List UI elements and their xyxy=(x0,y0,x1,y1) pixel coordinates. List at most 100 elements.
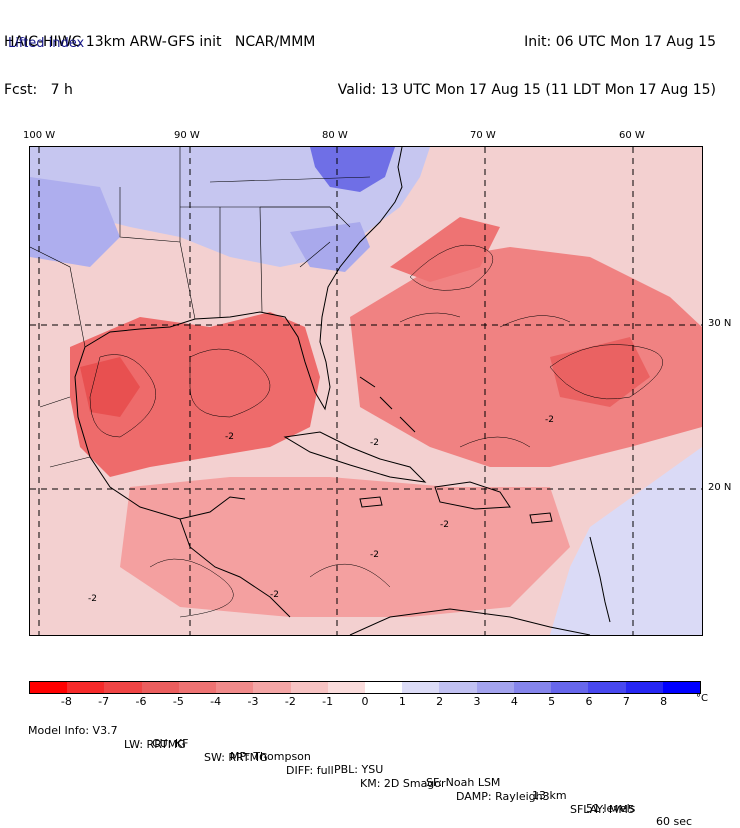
colorbar-swatch xyxy=(67,682,105,693)
cuba-outline xyxy=(283,431,427,483)
colorbar-label: -8 xyxy=(60,695,72,708)
colorbar-swatch xyxy=(30,682,68,693)
colorbar-swatch xyxy=(513,682,552,693)
colorbar-unit: °C xyxy=(696,693,708,704)
footer-pbl: PBL: YSU xyxy=(334,763,384,776)
contour-label: -2 xyxy=(440,520,449,530)
footer-line-2: LW: RRTMG SW: RRTMG DIFF: full KM: 2D Sm… xyxy=(124,725,635,816)
coastlines xyxy=(74,147,611,635)
contour-line xyxy=(89,354,156,438)
colorbar-swatch xyxy=(588,682,626,693)
colorbar-swatch xyxy=(216,682,254,693)
contour-line xyxy=(409,244,494,291)
footer-damp: DAMP: Rayleigh3 xyxy=(456,790,550,803)
colorbar-swatch xyxy=(178,682,217,693)
central-america-outline xyxy=(179,518,291,618)
contour-line xyxy=(399,312,461,323)
lon-label-90w: 90 W xyxy=(174,130,200,141)
colorbar-label: 7 xyxy=(622,695,630,708)
stable-region-west xyxy=(30,177,120,267)
colorbar-swatch xyxy=(662,682,700,693)
contours xyxy=(89,244,663,618)
colorbar-label: 5 xyxy=(548,695,556,708)
contour-label: -2 xyxy=(270,590,279,600)
footer-sflay: SFLAY: MM5 xyxy=(570,803,635,816)
unstable-atlantic-north xyxy=(390,217,500,282)
graticule xyxy=(30,147,702,635)
boundary-kentucky-virginia xyxy=(209,176,371,183)
contour-label: -2 xyxy=(545,415,554,425)
colorbar-swatch xyxy=(253,682,291,693)
boundary-mexico-states xyxy=(39,396,91,468)
init-time: Init: 06 UTC Mon 17 Aug 15 xyxy=(524,34,716,50)
footer-line-1: Model Info: V3.7 CU: KF MP: Thompson PBL… xyxy=(28,711,692,828)
contour-label: -2 xyxy=(370,550,379,560)
bahamas-outline xyxy=(359,376,416,433)
colorbar-label: 4 xyxy=(510,695,518,708)
colorbar-label: -1 xyxy=(322,695,334,708)
unstable-atlantic xyxy=(350,247,702,467)
header-right: Init: 06 UTC Mon 17 Aug 15 Valid: 13 UTC… xyxy=(338,2,716,114)
boundary-mississippi-alabama xyxy=(219,206,263,317)
contour-label: -2 xyxy=(225,432,234,442)
colorbar-labels: -8 -7 -6 -5 -4 -3 -2 -1 0 1 2 3 4 5 6 7 8 xyxy=(29,695,701,709)
colorbar-label: 0 xyxy=(361,695,369,708)
hispaniola-outline xyxy=(434,481,511,510)
valid-time: Valid: 13 UTC Mon 17 Aug 15 (11 LDT Mon … xyxy=(337,82,716,98)
boundary-mexico-us xyxy=(30,246,86,348)
lon-label-70w: 70 W xyxy=(470,130,496,141)
model-title: HAIC-HIWC 13km ARW-GFS init NCAR/MMM xyxy=(4,34,316,50)
contour-line xyxy=(189,348,271,418)
jamaica-outline xyxy=(359,496,383,508)
colorbar-label: -2 xyxy=(284,695,296,708)
colorbar-label: 2 xyxy=(436,695,444,708)
unstable-gulf xyxy=(70,312,320,477)
gulf-coast-outline xyxy=(84,147,403,411)
stable-region-east xyxy=(550,447,702,635)
colorbar xyxy=(29,681,701,694)
footer-km: KM: 2D Smagor xyxy=(360,777,446,790)
colorbar-label: -5 xyxy=(172,695,184,708)
contour-line xyxy=(309,563,391,588)
colorbar-swatch xyxy=(625,682,663,693)
colorbar-swatch xyxy=(551,682,589,693)
contour-labels: -2 -2 -2 -2 -2 -2 -2 xyxy=(88,415,554,604)
field-name: Lifted index xyxy=(8,36,85,51)
colorbar-swatch xyxy=(439,682,477,693)
footer-diff: DIFF: full xyxy=(286,764,334,777)
colorbar-label: 3 xyxy=(473,695,481,708)
stable-region-southeast xyxy=(290,222,370,272)
colorbar-label: -3 xyxy=(247,695,259,708)
contour-line xyxy=(499,315,571,328)
lat-label-30n: 30 N xyxy=(708,318,732,329)
contour-label: -2 xyxy=(370,438,379,448)
lon-label-100w: 100 W xyxy=(23,130,56,141)
footer-model-info: Model Info: V3.7 xyxy=(28,724,118,737)
lifted-index-map: -2 -2 -2 -2 -2 -2 -2 xyxy=(30,147,702,635)
colorbar-swatch xyxy=(141,682,179,693)
colorbar-swatch xyxy=(290,682,328,693)
lon-label-60w: 60 W xyxy=(619,130,645,141)
puerto-rico-outline xyxy=(529,512,553,524)
south-america-outline xyxy=(349,608,591,635)
colorbar-swatch xyxy=(402,682,440,693)
unstable-gulf-core xyxy=(80,357,140,417)
colorbar-swatch xyxy=(104,682,142,693)
colorbar-swatch xyxy=(327,682,365,693)
mexico-coast-outline xyxy=(74,346,246,520)
colorbar-label: 6 xyxy=(585,695,593,708)
colorbar-label: 1 xyxy=(398,695,406,708)
boundary-texas-oklahoma xyxy=(119,187,181,243)
colorbar-label: -6 xyxy=(135,695,147,708)
colorbar-label: 8 xyxy=(660,695,668,708)
contour-line xyxy=(549,344,663,400)
contour-label: -2 xyxy=(88,594,97,604)
contour-line xyxy=(149,558,234,618)
colorbar-swatch xyxy=(364,682,403,693)
colorbar-label: -7 xyxy=(98,695,110,708)
footer-sw: SW: RRTMG xyxy=(204,751,268,764)
map-frame: -2 -2 -2 -2 -2 -2 -2 xyxy=(29,146,703,636)
stable-core-mid-atlantic xyxy=(310,147,395,192)
forecast-hour: Fcst: 7 h xyxy=(4,82,73,98)
footer-timestep: 60 sec xyxy=(656,815,693,828)
